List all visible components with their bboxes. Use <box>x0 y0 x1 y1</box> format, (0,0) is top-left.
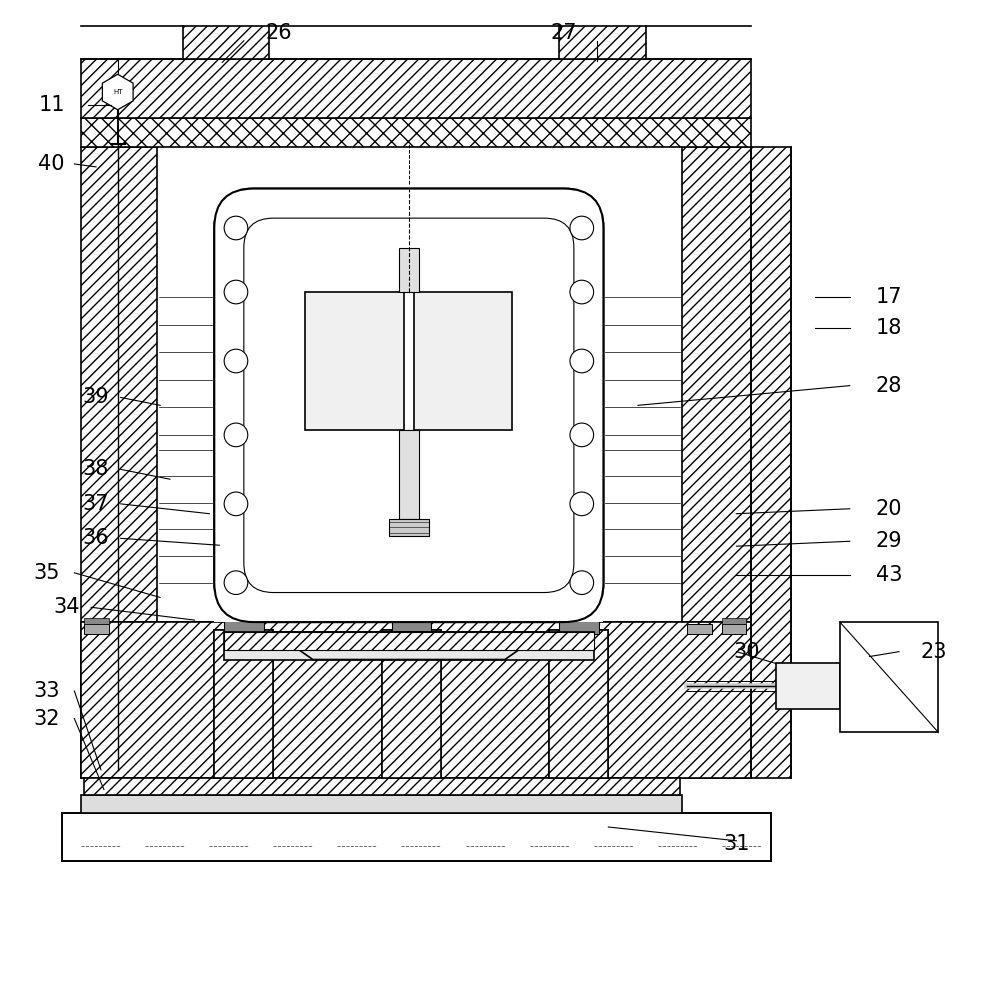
Circle shape <box>224 216 248 240</box>
Bar <box>62 813 771 861</box>
Bar <box>751 147 791 778</box>
Circle shape <box>224 349 248 372</box>
Bar <box>722 624 746 634</box>
FancyBboxPatch shape <box>244 218 574 593</box>
Bar <box>392 619 431 634</box>
Circle shape <box>224 281 248 304</box>
Text: 32: 32 <box>34 708 60 728</box>
Polygon shape <box>273 632 544 660</box>
Bar <box>224 619 264 634</box>
Polygon shape <box>81 622 219 778</box>
Text: 39: 39 <box>83 387 109 407</box>
Bar <box>682 147 751 778</box>
Bar <box>569 189 603 622</box>
Bar <box>224 632 594 660</box>
Circle shape <box>224 492 248 516</box>
Bar <box>687 624 712 634</box>
Bar <box>81 622 751 778</box>
Text: 37: 37 <box>83 494 109 514</box>
Circle shape <box>224 423 248 447</box>
Text: 20: 20 <box>876 499 902 519</box>
Text: 40: 40 <box>38 154 65 174</box>
Circle shape <box>570 216 594 240</box>
Text: 27: 27 <box>551 23 577 42</box>
Text: 38: 38 <box>83 459 109 479</box>
Circle shape <box>570 571 594 595</box>
Bar <box>559 619 599 634</box>
Bar <box>399 248 419 292</box>
Text: 17: 17 <box>876 287 902 307</box>
Circle shape <box>224 571 248 595</box>
Text: 34: 34 <box>53 598 80 618</box>
Text: 18: 18 <box>876 318 902 339</box>
Bar <box>549 630 608 778</box>
Text: 33: 33 <box>34 681 60 701</box>
Text: 35: 35 <box>34 563 60 583</box>
Bar <box>81 118 751 147</box>
Bar <box>81 147 157 778</box>
Bar <box>214 630 273 778</box>
Bar <box>399 430 419 519</box>
Polygon shape <box>102 74 133 110</box>
FancyBboxPatch shape <box>214 189 603 622</box>
Text: 23: 23 <box>920 641 947 662</box>
Circle shape <box>570 492 594 516</box>
Bar <box>81 58 751 118</box>
Circle shape <box>570 349 594 372</box>
FancyBboxPatch shape <box>249 223 569 588</box>
Bar <box>214 189 603 223</box>
Text: 29: 29 <box>876 532 902 551</box>
Text: 31: 31 <box>723 834 750 854</box>
Text: 28: 28 <box>876 375 902 395</box>
Bar <box>389 519 429 536</box>
Bar <box>559 26 646 58</box>
Bar <box>81 795 682 813</box>
Circle shape <box>570 423 594 447</box>
Bar <box>84 624 109 634</box>
Bar <box>84 618 109 624</box>
Bar <box>224 632 594 650</box>
Text: 43: 43 <box>876 565 902 585</box>
Bar <box>214 588 603 622</box>
Bar <box>183 26 269 58</box>
Circle shape <box>570 281 594 304</box>
Text: HT: HT <box>113 89 122 95</box>
Bar <box>84 778 680 795</box>
Polygon shape <box>81 622 751 778</box>
Bar <box>214 189 249 622</box>
Bar <box>382 630 441 778</box>
Text: 30: 30 <box>733 641 760 662</box>
Text: 11: 11 <box>38 95 65 115</box>
Text: 36: 36 <box>83 529 109 548</box>
Bar <box>722 618 746 624</box>
Bar <box>305 292 404 430</box>
Bar <box>382 630 441 778</box>
Bar <box>414 292 512 430</box>
Text: 26: 26 <box>265 23 292 42</box>
Bar <box>214 630 273 778</box>
Bar <box>840 622 938 732</box>
Bar <box>776 664 840 708</box>
Bar <box>549 630 608 778</box>
